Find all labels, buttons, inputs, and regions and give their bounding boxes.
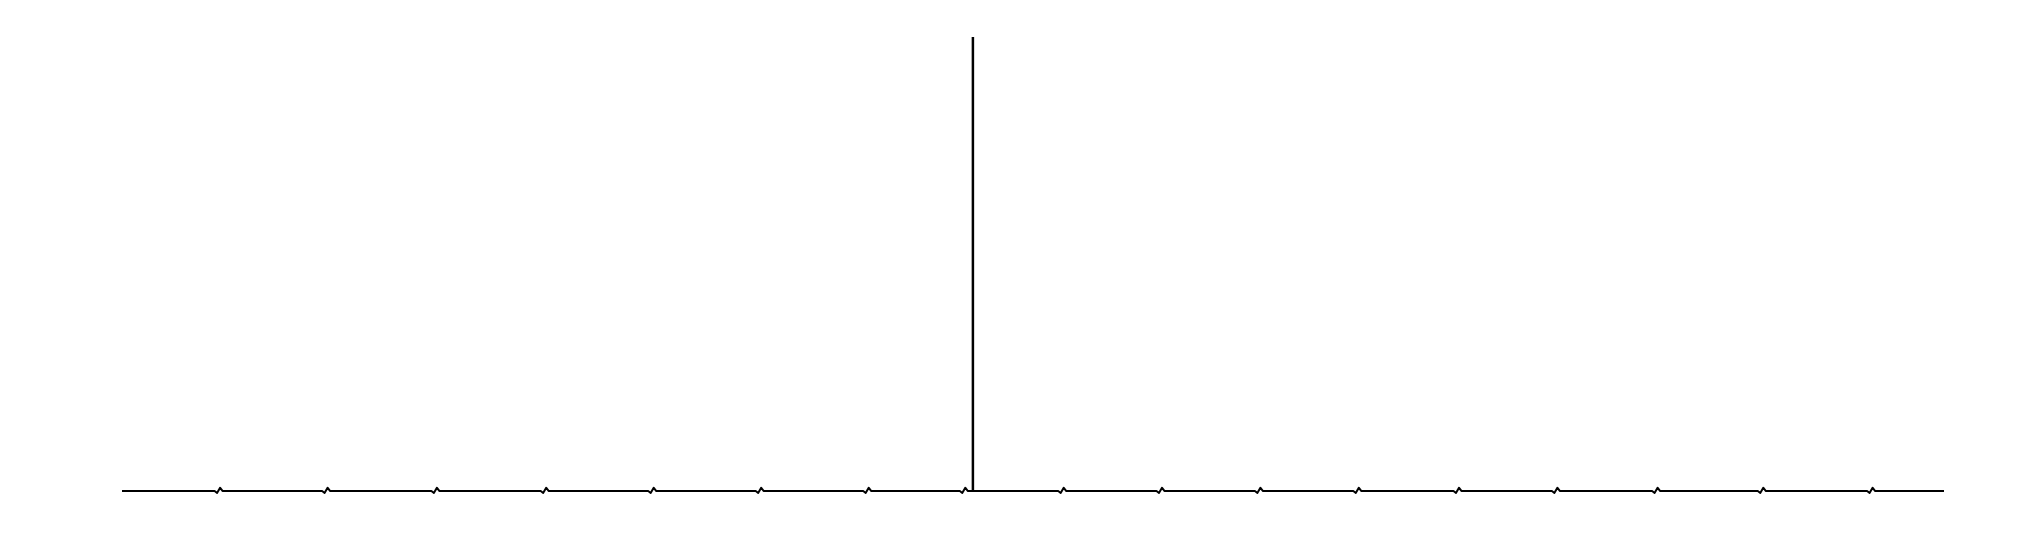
baseline-artifact-10: [1159, 489, 1162, 492]
baseline-artifact-15: [1655, 489, 1657, 492]
baseline-artifact-12: [1356, 489, 1359, 492]
baseline-artifact-17: [1870, 489, 1872, 492]
baseline-artifact-3: [434, 489, 437, 492]
baseline-artifact-16: [1761, 489, 1763, 492]
baseline-artifact-9: [1061, 489, 1063, 492]
baseline-artifact-6: [758, 489, 761, 492]
baseline-artifact-13: [1456, 489, 1459, 492]
baseline-artifact-5: [651, 489, 653, 492]
spectrum-baseline: [122, 486, 1944, 494]
plot-area: [122, 37, 1944, 494]
baseline-artifact-2: [325, 489, 327, 492]
baseline-artifact-14: [1555, 489, 1557, 492]
baseline-artifact-4: [543, 489, 546, 492]
baseline-artifact-8: [963, 489, 965, 492]
baseline-artifact-7: [866, 489, 868, 492]
baseline-artifact-11: [1258, 489, 1260, 492]
baseline-artifact-1: [217, 489, 220, 492]
